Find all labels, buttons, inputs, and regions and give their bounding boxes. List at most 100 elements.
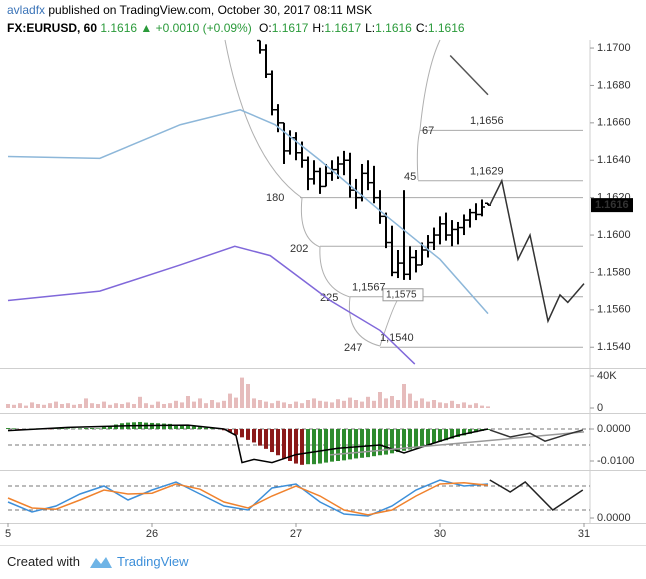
bar [486, 406, 490, 408]
bar [360, 429, 364, 458]
logo [88, 554, 114, 570]
y-tick-label: 0.0000 [597, 512, 631, 524]
bar [150, 405, 154, 408]
bar [372, 429, 376, 456]
bar [432, 429, 436, 443]
y-tick-label: 0 [597, 402, 603, 414]
bar [60, 404, 64, 408]
fib-level-label: 1,1656 [470, 115, 504, 127]
bar [96, 428, 100, 429]
y-tick-label: 40K [597, 370, 617, 382]
brand[interactable]: TradingView [117, 554, 189, 569]
bar [312, 429, 316, 464]
bar [30, 402, 34, 408]
bar [204, 403, 208, 408]
bar [342, 401, 346, 408]
arc [417, 40, 440, 180]
bar [372, 401, 376, 408]
bar [306, 429, 310, 464]
y-tick-label: 1.1680 [597, 79, 631, 91]
bar [438, 429, 442, 442]
bar [330, 429, 334, 462]
y-tick-label: -0.0100 [597, 455, 634, 467]
arc [301, 198, 320, 247]
bar [84, 398, 88, 408]
bar [264, 402, 268, 408]
bar [324, 429, 328, 463]
bar [450, 401, 454, 408]
bar [318, 429, 322, 464]
bar [294, 429, 298, 464]
bar [162, 424, 166, 429]
bar [294, 402, 298, 408]
bar [18, 403, 22, 408]
bar [240, 429, 244, 437]
bar [336, 429, 340, 461]
bar [234, 398, 238, 408]
arc [320, 247, 350, 297]
bar [270, 429, 274, 452]
x-tick-label: 27 [290, 528, 302, 540]
x-tick-label: 26 [146, 528, 158, 540]
bar [78, 428, 82, 429]
bar [114, 403, 118, 408]
bar [432, 400, 436, 408]
bar [216, 402, 220, 408]
bar [390, 396, 394, 408]
level-box-label: 1,1575 [386, 289, 417, 300]
y-tick-label: 1.1700 [597, 42, 631, 54]
bar [414, 429, 418, 448]
bar [6, 428, 10, 429]
bar [144, 403, 148, 408]
bar [438, 402, 442, 408]
bar [258, 400, 262, 408]
series-line [490, 181, 584, 321]
bar [336, 399, 340, 408]
bar [462, 402, 466, 408]
bar [300, 429, 304, 465]
bar [192, 402, 196, 408]
bar [408, 429, 412, 449]
created-with: Created with [7, 554, 80, 569]
bar [402, 384, 406, 408]
bar [330, 402, 334, 408]
bar [366, 397, 370, 408]
x-tick-label: 30 [434, 528, 446, 540]
bar [324, 402, 328, 408]
x-tick-label: 31 [578, 528, 590, 540]
bar [348, 398, 352, 408]
bar [198, 398, 202, 408]
bar [198, 427, 202, 429]
bar [126, 402, 130, 408]
bar [228, 394, 232, 408]
bar [54, 402, 58, 408]
y-tick-label: 1.1600 [597, 229, 631, 241]
bar [12, 428, 16, 429]
series-line [490, 480, 583, 510]
series-line [8, 110, 488, 314]
bar [258, 429, 262, 446]
logo-shape [90, 557, 112, 568]
bar [168, 403, 172, 408]
y-tick-label: 0.0000 [597, 423, 631, 435]
bar [66, 428, 70, 429]
bar [354, 429, 358, 458]
y-tick-label: 1.1540 [597, 341, 631, 353]
bar [366, 429, 370, 457]
bar [72, 405, 76, 408]
bar [300, 403, 304, 408]
y-tick-label: 1.1560 [597, 304, 631, 316]
bar [468, 405, 472, 408]
arc-label: 67 [422, 125, 434, 137]
footer: Created with TradingView [0, 545, 646, 579]
bar [480, 406, 484, 408]
last-price-label: 1.1616 [595, 199, 629, 211]
bar [66, 403, 70, 408]
x-tick-label: 5 [5, 528, 11, 540]
bar [342, 429, 346, 460]
bar [6, 404, 10, 408]
bar [426, 429, 430, 445]
bar [24, 406, 28, 408]
bar [444, 403, 448, 408]
